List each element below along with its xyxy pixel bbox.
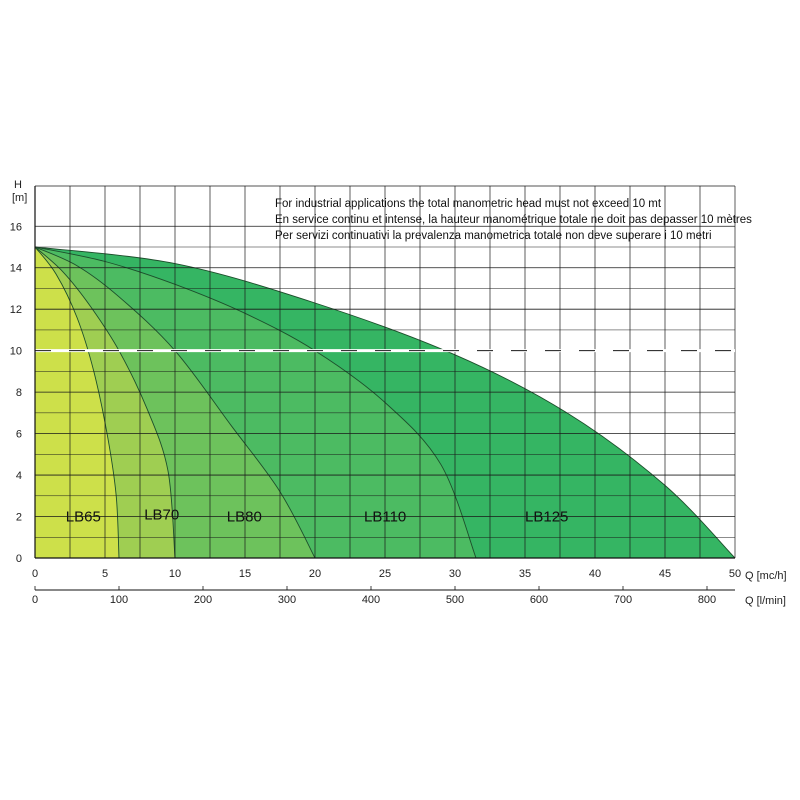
y-axis-label-h: H: [14, 179, 22, 191]
x-tick-label: 30: [449, 568, 461, 580]
y-tick-label: 8: [16, 387, 22, 399]
note-line-2: En service continu et intense, la hauteu…: [275, 214, 752, 226]
x2-tick-label: 100: [110, 594, 128, 606]
series-curve-lb70: [35, 246, 176, 558]
y-tick-label: 6: [16, 429, 22, 441]
chart-note: For industrial applications the total ma…: [275, 198, 752, 242]
series-label-lb65: LB65: [66, 509, 101, 526]
series-curve-lb110: [35, 246, 477, 558]
x-tick-label: 20: [309, 568, 321, 580]
y-tick-label: 4: [16, 470, 22, 482]
series-label-lb80: LB80: [227, 509, 262, 526]
y-tick-label: 12: [10, 304, 22, 316]
y-tick-label: 14: [10, 263, 22, 275]
x-tick-label: 35: [519, 568, 531, 580]
x-tick-label: 40: [589, 568, 601, 580]
y-axis-title: H [m]: [12, 179, 27, 204]
series-label-lb125: LB125: [525, 509, 568, 526]
x2-tick-label: 300: [278, 594, 296, 606]
series-label-lb70: LB70: [144, 506, 179, 523]
x2-tick-label: 600: [530, 594, 548, 606]
y-tick-label: 10: [10, 346, 22, 358]
x-tick-label: 45: [659, 568, 671, 580]
x-tick-label: 25: [379, 568, 391, 580]
x-tick-label: 5: [102, 568, 108, 580]
note-line-1: For industrial applications the total ma…: [275, 198, 662, 210]
y-axis-label-unit: [m]: [12, 192, 27, 204]
x2-axis-label: Q [l/min]: [745, 595, 786, 607]
x2-tick-label: 800: [698, 594, 716, 606]
x2-tick-label: 0: [32, 594, 38, 606]
x-tick-label: 0: [32, 568, 38, 580]
note-line-3: Per servizi continuativi la prevalenza m…: [275, 230, 712, 242]
x2-tick-label: 200: [194, 594, 212, 606]
x2-tick-label: 400: [362, 594, 380, 606]
x-tick-label: 50: [729, 568, 741, 580]
x2-tick-label: 500: [446, 594, 464, 606]
y-tick-label: 16: [10, 221, 22, 233]
x-tick-label: 15: [239, 568, 251, 580]
x-tick-label: 10: [169, 568, 181, 580]
x-axis-label: Q [mc/h]: [745, 570, 787, 582]
series-area-lb65: [35, 247, 119, 558]
y-tick-label: 2: [16, 512, 22, 524]
y-tick-label: 0: [16, 553, 22, 565]
x2-tick-label: 700: [614, 594, 632, 606]
grid: [34, 185, 736, 559]
